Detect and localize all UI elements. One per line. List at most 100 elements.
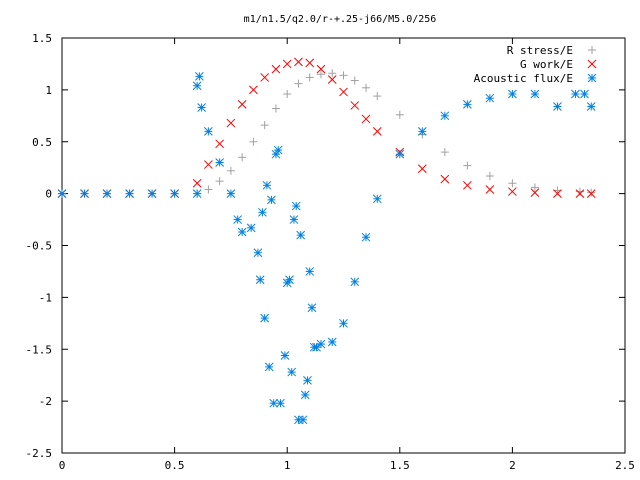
y-tick-label: -2: [39, 395, 52, 408]
data-point: [125, 189, 134, 198]
data-point: [260, 313, 270, 323]
data-point: [361, 232, 371, 242]
data-point: [580, 89, 589, 99]
data-point: [571, 89, 580, 99]
data-point: [260, 73, 270, 82]
data-point: [575, 187, 584, 196]
data-point: [395, 110, 404, 119]
x-tick-label: 0: [59, 459, 66, 472]
series-layer: [57, 57, 596, 425]
data-point: [226, 118, 236, 128]
y-tick-label: 0: [45, 188, 52, 201]
data-point: [305, 267, 315, 276]
data-point: [440, 174, 450, 184]
data-point: [339, 318, 348, 328]
data-point: [249, 85, 258, 95]
data-point: [147, 189, 157, 198]
data-point: [339, 71, 348, 80]
data-point: [260, 121, 269, 130]
legend-marker: [587, 59, 597, 69]
data-point: [485, 185, 495, 194]
y-tick-label: -1.5: [26, 343, 53, 356]
data-point: [316, 64, 326, 74]
legend-marker: [588, 46, 596, 54]
data-point: [280, 351, 290, 360]
data-point: [233, 215, 243, 224]
data-point: [269, 398, 279, 408]
data-point: [339, 87, 348, 97]
data-point: [264, 362, 274, 372]
series-2: [57, 72, 596, 425]
data-point: [246, 223, 256, 233]
data-point: [417, 127, 427, 136]
data-point: [215, 139, 224, 149]
data-point: [485, 171, 494, 180]
data-point: [237, 100, 247, 109]
data-point: [283, 90, 292, 99]
data-point: [373, 92, 382, 101]
data-point: [298, 415, 308, 425]
data-point: [294, 57, 303, 67]
data-point: [215, 177, 224, 186]
data-point: [508, 187, 517, 196]
data-point: [262, 180, 272, 190]
data-point: [350, 76, 359, 85]
data-point: [327, 75, 337, 84]
data-point: [289, 215, 299, 224]
data-point: [328, 69, 337, 78]
data-point: [530, 183, 539, 192]
data-point: [440, 148, 449, 157]
data-point: [296, 230, 306, 240]
chart-title: m1/n1.5/q2.0/r-+.25-j66/M5.0/256: [244, 14, 437, 25]
data-point: [530, 188, 540, 197]
data-point: [361, 114, 371, 124]
data-point: [255, 275, 265, 285]
data-point: [294, 79, 303, 88]
data-point: [587, 188, 596, 197]
data-point: [226, 166, 235, 175]
data-point: [102, 189, 112, 198]
data-point: [276, 398, 285, 408]
y-tick-label: 0.5: [32, 136, 52, 149]
axis-ticks: 0 0.5 1 1.5 2 2.5 -2.5 -2 -1.5 -1 -0.5 0 0.5 1 1.5: [26, 32, 635, 472]
y-tick-label: -0.5: [26, 240, 53, 253]
data-point: [215, 158, 224, 167]
legend-marker: [587, 73, 597, 83]
data-point: [237, 227, 247, 237]
data-point: [291, 201, 301, 211]
data-point: [195, 72, 204, 81]
data-point: [80, 189, 89, 198]
data-point: [303, 376, 312, 385]
y-tick-label: -2.5: [26, 447, 53, 460]
data-point: [271, 64, 281, 74]
y-tick-label: 1.5: [32, 32, 52, 45]
data-point: [273, 145, 283, 155]
legend-label: R stress/E: [507, 44, 573, 57]
data-point: [204, 127, 213, 136]
data-point: [192, 178, 202, 188]
data-point: [372, 194, 382, 204]
data-point: [226, 189, 236, 198]
data-point: [395, 149, 405, 159]
x-tick-label: 2.5: [615, 459, 635, 472]
data-point: [350, 101, 360, 110]
data-point: [485, 93, 495, 103]
x-tick-label: 1.5: [390, 459, 410, 472]
data-point: [440, 111, 450, 121]
legend-label: Acoustic flux/E: [474, 72, 573, 85]
data-point: [508, 179, 517, 188]
x-tick-label: 1: [284, 459, 291, 472]
data-point: [204, 185, 213, 194]
y-tick-label: -1: [39, 291, 52, 304]
data-point: [192, 81, 202, 91]
data-point: [57, 189, 67, 198]
data-point: [197, 103, 206, 112]
data-point: [530, 89, 540, 99]
data-point: [463, 180, 472, 190]
series-0: [58, 69, 596, 198]
data-point: [285, 275, 294, 285]
data-point: [271, 104, 280, 113]
data-point: [170, 189, 179, 198]
